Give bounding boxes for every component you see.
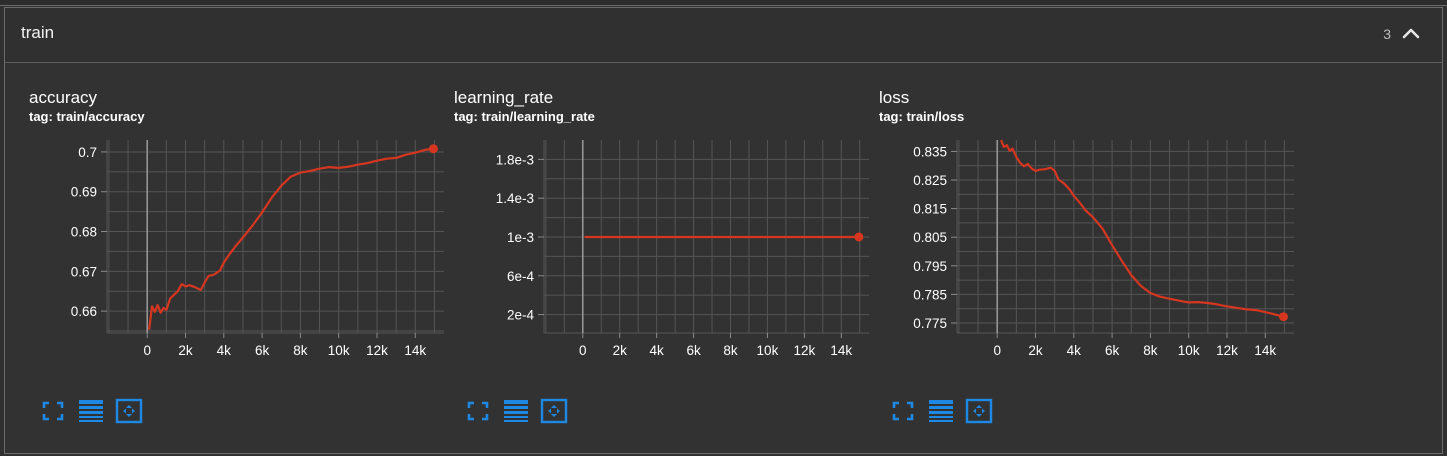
group-header[interactable]: train 3 — [5, 8, 1442, 63]
x-tick-label: 0 — [143, 343, 151, 358]
x-tick-label: 2k — [178, 343, 193, 358]
y-tick-label: 0.7 — [78, 145, 97, 160]
y-tick-label: 0.795 — [913, 259, 947, 274]
x-tick-label: 14k — [830, 343, 852, 358]
y-tick-label: 1.4e-3 — [496, 191, 534, 206]
y-tick-label: 1.8e-3 — [496, 152, 534, 167]
series-line — [999, 139, 1284, 318]
line-chart[interactable]: 0.66 0.67 0.68 0.69 0.7 0 2k 4k 6k 8k 10k 12k 14k — [29, 138, 454, 383]
x-tick-label: 0 — [993, 343, 1001, 358]
top-divider — [0, 0, 1447, 6]
x-tick-label: 8k — [293, 343, 308, 358]
y-tick-label: 0.815 — [913, 202, 947, 217]
scalar-card-loss: loss tag: train/loss 0.775 0.785 0.795 0.80… — [879, 88, 1304, 448]
y-tick-label: 0.775 — [913, 316, 947, 331]
line-chart[interactable]: 0.775 0.785 0.795 0.805 0.815 0.825 0.835 0 2k 4k… — [879, 138, 1304, 383]
y-tick-label: 0.67 — [71, 264, 97, 279]
y-tick-label: 1e-3 — [507, 230, 534, 245]
fit-domain-icon[interactable] — [540, 398, 568, 424]
x-tick-label: 4k — [217, 343, 232, 358]
x-tick-label: 8k — [723, 343, 738, 358]
toggle-log-scale-icon[interactable] — [927, 398, 955, 424]
last-point-marker — [1278, 312, 1288, 322]
x-tick-label: 14k — [1254, 343, 1276, 358]
card-title: loss — [879, 88, 910, 107]
last-point-marker — [854, 232, 864, 242]
fullscreen-icon[interactable] — [464, 398, 492, 424]
y-tick-label: 0.805 — [913, 230, 947, 245]
x-tick-label: 12k — [1216, 343, 1238, 358]
scalar-card-accuracy: accuracy tag: train/accuracy 0.66 0.67 0.6… — [29, 88, 454, 448]
x-tick-label: 12k — [366, 343, 388, 358]
toggle-log-scale-icon[interactable] — [77, 398, 105, 424]
train-card-group: train 3 accuracy tag: train/accuracy 0.6… — [4, 7, 1443, 454]
card-tag: tag: train/learning_rate — [454, 109, 595, 124]
y-tick-label: 0.835 — [913, 144, 947, 159]
card-tag: tag: train/accuracy — [29, 109, 145, 124]
fit-domain-icon[interactable] — [965, 398, 993, 424]
card-title: accuracy — [29, 88, 98, 107]
y-tick-label: 0.785 — [913, 287, 947, 302]
card-title: learning_rate — [454, 88, 554, 107]
x-tick-label: 10k — [328, 343, 350, 358]
x-tick-label: 4k — [1067, 343, 1082, 358]
x-tick-label: 6k — [1105, 343, 1120, 358]
last-point-marker — [428, 144, 438, 154]
chevron-up-icon[interactable] — [1402, 25, 1420, 41]
x-tick-label: 8k — [1143, 343, 1158, 358]
group-title: train — [21, 23, 55, 42]
x-tick-label: 12k — [793, 343, 815, 358]
y-tick-label: 0.66 — [71, 304, 97, 319]
x-tick-label: 2k — [613, 343, 628, 358]
x-tick-label: 10k — [757, 343, 779, 358]
y-tick-label: 2e-4 — [507, 308, 535, 323]
fullscreen-icon[interactable] — [39, 398, 67, 424]
y-tick-label: 6e-4 — [507, 269, 535, 284]
x-tick-label: 4k — [650, 343, 665, 358]
line-chart[interactable]: 2e-4 6e-4 1e-3 1.4e-3 1.8e-3 0 2k 4k 6k 8k 10k 12k 1… — [454, 138, 879, 383]
x-tick-label: 6k — [686, 343, 701, 358]
scalar-card-learning-rate: learning_rate tag: train/learning_rate 2… — [454, 88, 879, 448]
fullscreen-icon[interactable] — [889, 398, 917, 424]
x-tick-label: 6k — [255, 343, 270, 358]
x-tick-label: 0 — [579, 343, 587, 358]
fit-domain-icon[interactable] — [115, 398, 143, 424]
toggle-log-scale-icon[interactable] — [502, 398, 530, 424]
y-tick-label: 0.69 — [71, 185, 97, 200]
y-tick-label: 0.825 — [913, 173, 947, 188]
series-line — [148, 147, 434, 330]
x-tick-label: 10k — [1178, 343, 1200, 358]
x-tick-label: 2k — [1028, 343, 1043, 358]
card-tag: tag: train/loss — [879, 109, 965, 124]
y-tick-label: 0.68 — [71, 225, 97, 240]
group-count: 3 — [1383, 26, 1391, 42]
x-tick-label: 14k — [404, 343, 426, 358]
